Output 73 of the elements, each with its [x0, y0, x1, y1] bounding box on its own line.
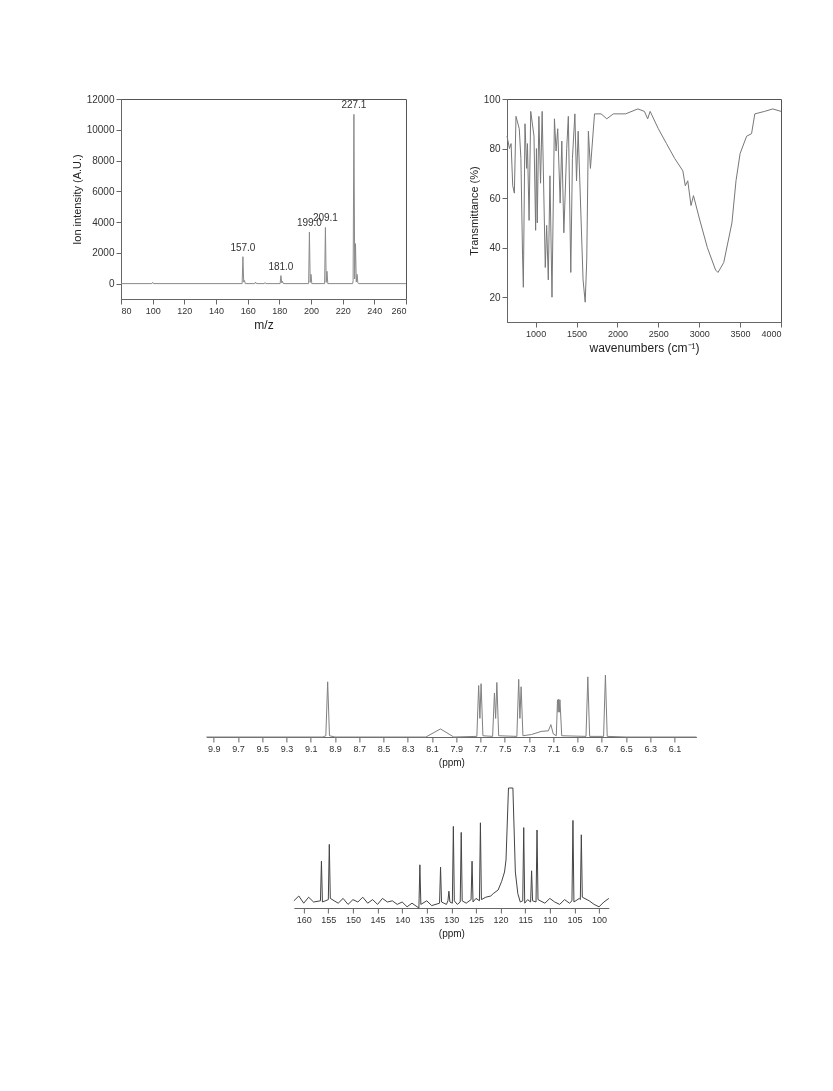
x-tick-label: 160 — [296, 914, 312, 925]
x-tick-label: 4000 — [761, 328, 782, 339]
x-tick-label: 200 — [303, 305, 320, 316]
x-tick-label: 110 — [543, 914, 558, 925]
x-tick-label: 6.9 — [571, 743, 585, 754]
x-tick-label: 100 — [592, 914, 608, 925]
x-tick-label: 260 — [391, 305, 407, 316]
x-tick-label: 140 — [395, 914, 411, 925]
x-tick-label: 9.1 — [304, 743, 318, 754]
x-tick-label: 9.9 — [207, 743, 221, 754]
y-tick-label: 100 — [483, 93, 501, 105]
x-tick-label: 8.3 — [401, 743, 415, 754]
x-axis-title: (ppm) — [438, 927, 465, 939]
x-tick-label: 2500 — [648, 328, 669, 339]
y-tick-label: 6000 — [92, 185, 115, 197]
x-tick-label: 9.3 — [280, 743, 294, 754]
y-tick-label: 40 — [489, 242, 501, 254]
line-series — [120, 113, 407, 285]
x-tick-label: 8.5 — [377, 743, 391, 754]
x-tick-label: 145 — [370, 914, 386, 925]
x-tick-label: 120 — [493, 914, 509, 925]
x-tick-label: 220 — [335, 305, 351, 316]
x-tick-label: 130 — [444, 914, 460, 925]
x-tick-label: 7.1 — [547, 743, 561, 754]
x-tick-label: 120 — [177, 305, 193, 316]
x-tick-label: 80 — [121, 305, 132, 316]
annotation: 181.0 — [268, 260, 294, 272]
x-axis-title: (ppm) — [438, 756, 465, 768]
x-tick-label: 1000 — [526, 328, 547, 339]
y-tick-label: 0 — [108, 278, 115, 290]
annotation: 157.0 — [230, 241, 256, 253]
y-tick-label: 12000 — [86, 93, 115, 105]
x-tick-label: 140 — [208, 305, 225, 316]
x-tick-label: 7.9 — [450, 743, 463, 754]
y-axis-title: Ion intensity (A.U.) — [70, 154, 83, 245]
x-tick-label: 7.7 — [474, 743, 488, 754]
x-axis-title: m/z — [254, 317, 274, 332]
y-axis-title: Transmittance (%) — [467, 166, 480, 256]
x-tick-label: 8.9 — [329, 743, 342, 754]
x-tick-label: 2000 — [607, 328, 628, 339]
x-tick-label: 105 — [567, 914, 583, 925]
x-tick-label: 160 — [240, 305, 256, 316]
y-tick-label: 2000 — [92, 247, 115, 259]
y-tick-label: 20 — [489, 291, 501, 303]
y-tick-label: 60 — [489, 192, 501, 204]
x-tick-label: 125 — [468, 914, 484, 925]
x-tick-label: 7.3 — [523, 743, 536, 754]
line-series — [506, 108, 782, 303]
x-tick-label: 6.3 — [644, 743, 658, 754]
x-tick-label: 180 — [272, 305, 288, 316]
x-tick-label: 9.5 — [256, 743, 269, 754]
x-tick-label: 7.5 — [498, 743, 512, 754]
y-tick-label: 4000 — [92, 216, 115, 228]
annotation: 227.1 — [341, 99, 367, 111]
x-axis-title: wavenumbers (cm⁻¹) — [588, 340, 700, 355]
x-tick-label: 3500 — [730, 328, 751, 339]
x-tick-label: 115 — [518, 914, 533, 925]
y-tick-label: 80 — [489, 143, 501, 155]
x-tick-label: 135 — [419, 914, 435, 925]
x-tick-label: 150 — [345, 914, 361, 925]
x-tick-label: 8.1 — [426, 743, 439, 754]
x-tick-label: 240 — [367, 305, 383, 316]
x-tick-label: 6.7 — [596, 743, 609, 754]
x-tick-label: 1500 — [567, 328, 588, 339]
x-tick-label: 6.5 — [620, 743, 633, 754]
x-tick-label: 100 — [145, 305, 161, 316]
y-tick-label: 8000 — [92, 155, 115, 167]
x-tick-label: 155 — [321, 914, 337, 925]
x-tick-label: 3000 — [689, 328, 710, 339]
x-tick-label: 8.7 — [353, 743, 366, 754]
x-tick-label: 9.7 — [232, 743, 245, 754]
x-tick-label: 6.1 — [668, 743, 682, 754]
y-tick-label: 10000 — [86, 124, 115, 136]
